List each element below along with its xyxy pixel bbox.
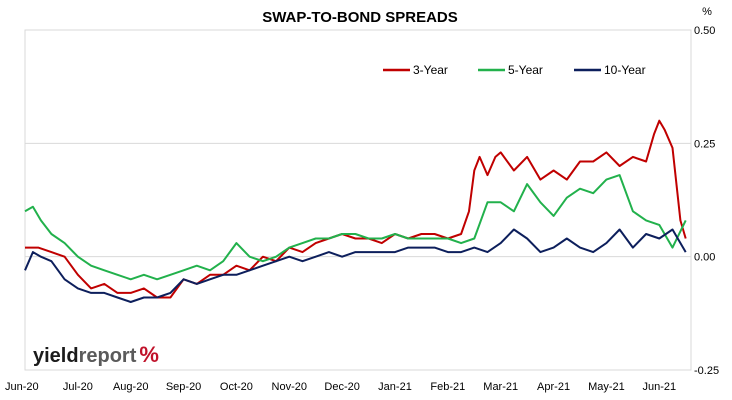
x-tick-label: Mar-21 — [483, 381, 518, 393]
legend-label-5-year: 5-Year — [508, 63, 543, 77]
x-tick-label: Oct-20 — [220, 381, 253, 393]
y-axis-ticks: 0.50 0.25 0.00 -0.25 — [694, 25, 719, 377]
series-line-5-year — [24, 174, 687, 281]
x-tick-label: Jun-21 — [642, 381, 676, 393]
plot-area — [24, 29, 692, 371]
x-tick-label: Dec-20 — [324, 381, 359, 393]
y-tick-label: -0.25 — [694, 365, 719, 377]
x-tick-label: Jul-20 — [63, 381, 93, 393]
legend-label-10-year: 10-Year — [604, 63, 646, 77]
y-axis-unit-label: % — [702, 6, 712, 18]
x-tick-label: May-21 — [588, 381, 625, 393]
legend: 3-Year 5-Year 10-Year — [383, 63, 646, 77]
x-tick-label: Aug-20 — [113, 381, 148, 393]
y-tick-label: 0.00 — [694, 252, 715, 264]
gridlines — [25, 29, 691, 371]
x-tick-label: Jun-20 — [5, 381, 39, 393]
series-lines — [24, 119, 687, 303]
x-tick-label: Feb-21 — [430, 381, 465, 393]
x-tick-label: Apr-21 — [537, 381, 570, 393]
x-tick-label: Nov-20 — [272, 381, 307, 393]
chart-title: SWAP-TO-BOND SPREADS — [262, 9, 458, 26]
series-line-10-year — [24, 228, 687, 303]
logo-report-text: report — [79, 345, 137, 367]
x-tick-label: Sep-20 — [166, 381, 201, 393]
yieldreport-logo: yieldreport% — [33, 342, 159, 367]
legend-label-3-year: 3-Year — [413, 63, 448, 77]
x-tick-label: Jan-21 — [378, 381, 412, 393]
y-tick-label: 0.50 — [694, 25, 715, 37]
logo-percent-icon: % — [139, 342, 159, 367]
y-tick-label: 0.25 — [694, 138, 715, 150]
logo-yield-text: yield — [33, 345, 79, 367]
x-axis-ticks: Jun-20 Jul-20 Aug-20 Sep-20 Oct-20 Nov-20 Dec-… — [5, 381, 676, 393]
svg-text:yieldreport%: yieldreport% — [33, 342, 159, 367]
